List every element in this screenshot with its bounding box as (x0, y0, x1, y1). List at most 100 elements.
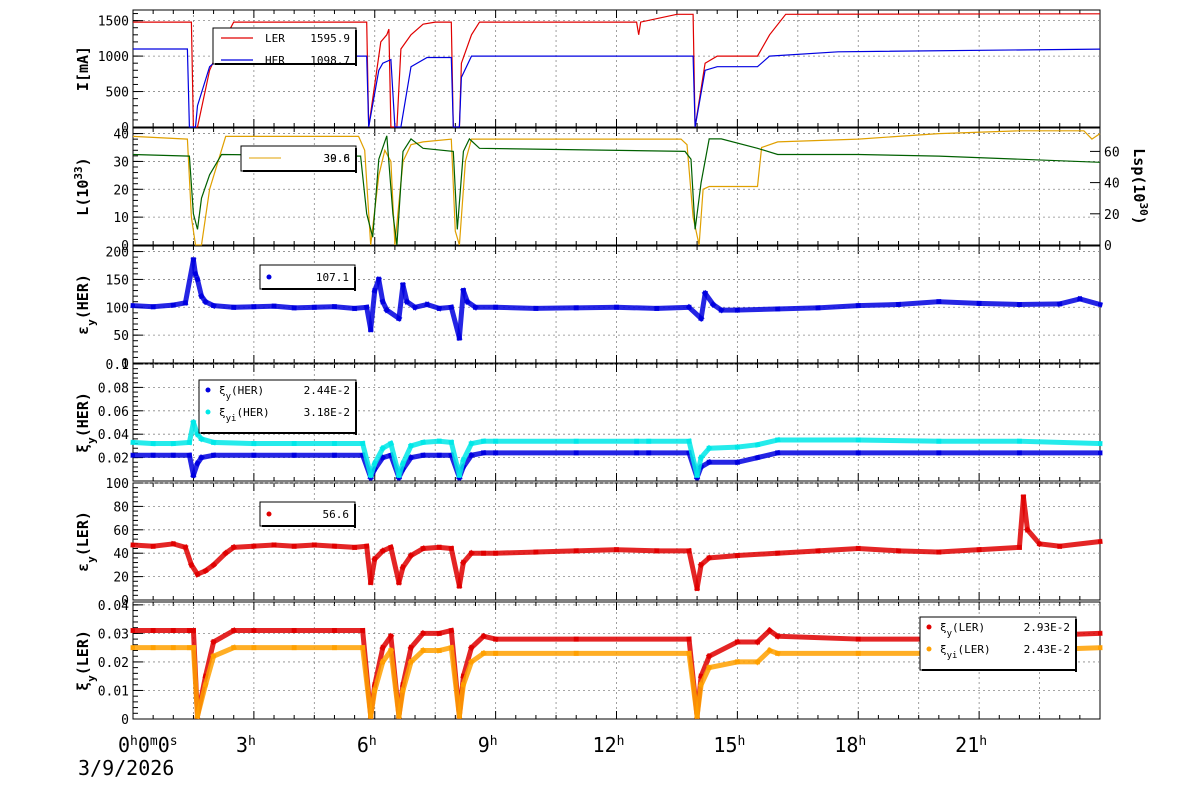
data-band (456, 456, 467, 479)
legend-marker (266, 274, 272, 280)
y-tick-label: 0.04 (98, 428, 129, 443)
time-origin-part: m (150, 734, 158, 749)
y-tick-label: 0.08 (98, 381, 129, 396)
data-band (1076, 295, 1104, 308)
time-tick-label: 12h (593, 733, 625, 757)
legend-marker (266, 511, 272, 517)
legend-series-name: ξyi(LER) (940, 643, 991, 661)
y-tick-label: 40 (113, 128, 129, 143)
legend-series-value: 1595.9 (310, 32, 350, 45)
y2-tick-label: 20 (1104, 208, 1120, 223)
data-band (170, 439, 193, 447)
data-band (371, 658, 386, 694)
data-band (754, 437, 781, 448)
data-band (375, 276, 386, 305)
legend-series-value: 107.1 (316, 271, 349, 284)
legend-box (259, 501, 356, 527)
data-band (291, 542, 317, 549)
panel-emittance-her: 0 50 100 150 200 εy(HER) 107.1 (74, 245, 1104, 372)
panel-frame (132, 482, 1101, 601)
data-band (210, 627, 238, 646)
y-axis-title: I[mA] (74, 46, 92, 91)
time-axis: 0h0m0s 3h 6h 9h 12h 15h 18h 21h (118, 733, 987, 757)
data-band (367, 556, 378, 586)
data-band (775, 548, 821, 556)
data-band (734, 441, 761, 450)
data-band (359, 644, 374, 719)
data-band (359, 440, 374, 479)
y-axis-title-part: ε (74, 563, 92, 572)
data-band (251, 303, 277, 310)
data-band (271, 303, 297, 311)
legend-box (212, 27, 357, 65)
y2-axis-title-part: 30 (1138, 202, 1151, 215)
data-band (210, 302, 237, 310)
data-band (775, 305, 821, 312)
data-band (396, 687, 406, 720)
y-tick-label: 0.1 (106, 358, 129, 373)
data-band (734, 454, 761, 466)
data-band (387, 440, 402, 479)
legend-name-part: y (226, 392, 232, 402)
data-band (460, 658, 475, 688)
data-band (815, 545, 861, 554)
y-tick-label: 60 (113, 524, 129, 539)
legend-series-value: 2.93E-2 (1024, 621, 1070, 634)
data-band (976, 544, 1023, 553)
y-axis-title-part: y (85, 437, 98, 444)
data-band (194, 681, 209, 720)
time-tick-suffix: h (490, 734, 498, 749)
legend-marker (926, 624, 932, 630)
data-band (754, 449, 781, 461)
data-band (399, 658, 415, 694)
data-band (456, 681, 467, 719)
legend-name-part: (HER) (236, 406, 269, 419)
data-band (855, 545, 902, 554)
data-band (694, 681, 704, 719)
time-origin-part: h (130, 734, 138, 749)
legend: 56.6 (259, 501, 356, 528)
y-tick-label: 0.02 (98, 452, 129, 467)
legend-series-value: 2.43E-2 (1024, 643, 1070, 656)
panel-current: 0 500 1000 1500 I[mA] LER 1595.9 HER 1098.7 (74, 9, 1101, 136)
data-band (202, 638, 217, 680)
series-line (132, 135, 1101, 246)
y-tick-label: 10 (113, 211, 129, 226)
time-tick-hour: 21 (955, 733, 979, 757)
data-band (1036, 541, 1063, 549)
y-tick-label: 100 (106, 477, 129, 492)
data-band (1020, 494, 1031, 533)
legend-name-part: ξ (219, 384, 226, 397)
y-tick-label: 0.02 (98, 656, 129, 671)
y-axis-title-part: ε (74, 326, 92, 335)
data-band (895, 548, 942, 555)
legend-series-value: 1098.7 (310, 54, 350, 67)
data-band (210, 644, 238, 660)
y-tick-label: 40 (113, 547, 129, 562)
data-band (654, 304, 692, 311)
legend-series-name: LER (265, 32, 285, 45)
data-band (231, 543, 257, 550)
time-tick-label: 3h (236, 733, 256, 757)
y-tick-label: 30 (113, 155, 129, 170)
y-tick-label: 0 (121, 239, 129, 254)
legend-box (198, 379, 357, 434)
data-band (753, 627, 774, 646)
time-tick-suffix: h (858, 734, 866, 749)
legend-name-part: ξ (940, 621, 947, 634)
y-axis-title: L(1033) (72, 157, 93, 215)
data-band (1016, 438, 1103, 447)
time-tick-hour: 12 (593, 733, 617, 757)
legend-value: 39.6 (324, 152, 351, 165)
time-tick-hour: 18 (834, 733, 858, 757)
data-band (271, 542, 297, 549)
legend-marker (205, 387, 211, 393)
y-tick-label: 80 (113, 500, 129, 515)
legend-series-name: HER (265, 54, 285, 67)
y-axis-title-part: y (85, 675, 98, 682)
data-band (130, 439, 156, 447)
time-origin-part: 0 (118, 733, 130, 757)
